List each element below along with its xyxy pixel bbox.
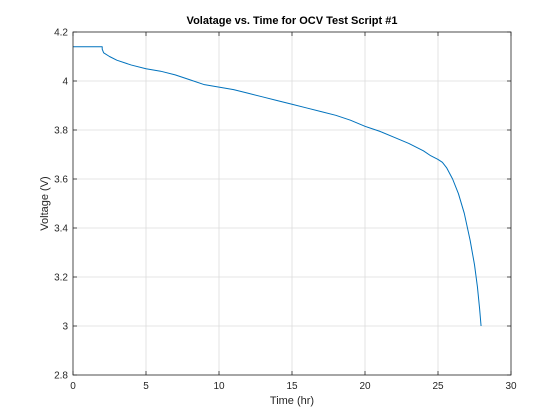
y-tick-label: 3 bbox=[62, 322, 68, 333]
series-layer bbox=[73, 46, 482, 327]
y-tick-label: 2.8 bbox=[54, 371, 68, 382]
y-tick-label: 3.2 bbox=[54, 273, 68, 284]
x-tick-label: 15 bbox=[286, 381, 298, 392]
x-axis-label: Time (hr) bbox=[270, 395, 314, 407]
ticks bbox=[72, 31, 512, 376]
y-tick-label: 3.8 bbox=[54, 126, 68, 137]
x-tick-label: 30 bbox=[505, 381, 517, 392]
y-tick-label: 3.4 bbox=[54, 224, 68, 235]
x-tick-label: 10 bbox=[213, 381, 225, 392]
series-line bbox=[73, 46, 482, 327]
chart-title: Volatage vs. Time for OCV Test Script #1 bbox=[187, 15, 398, 27]
y-tick-label: 4 bbox=[62, 77, 68, 88]
x-tick-label: 25 bbox=[432, 381, 444, 392]
y-tick-label: 4.2 bbox=[54, 28, 68, 39]
x-tick-label: 20 bbox=[359, 381, 371, 392]
grid bbox=[72, 31, 512, 376]
y-tick-label: 3.6 bbox=[54, 175, 68, 186]
x-tick-label: 5 bbox=[143, 381, 149, 392]
tick-labels: 0 5 10 15 20 25 30 2.8 3 3.2 3.4 3.6 3.8 4 4.2 bbox=[54, 28, 517, 393]
y-axis-label: Voltage (V) bbox=[39, 176, 51, 230]
x-tick-label: 0 bbox=[70, 381, 76, 392]
